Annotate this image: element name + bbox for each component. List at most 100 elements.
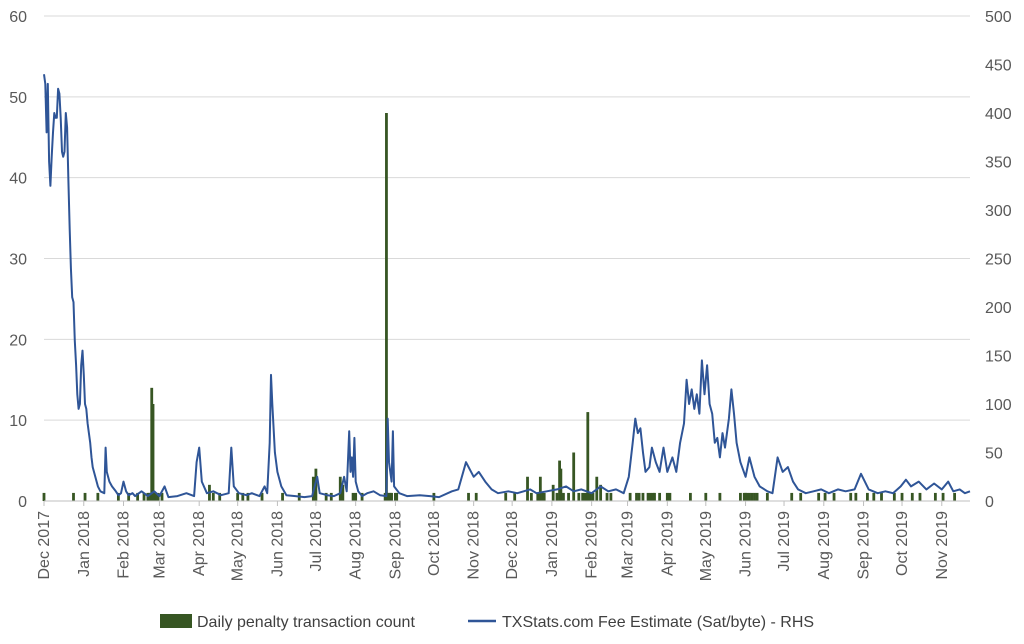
penalty-count-bar [577,492,581,501]
penalty-count-bar [765,492,769,501]
penalty-count-bar [753,492,756,501]
penalty-count-bar [748,492,751,501]
x-axis-tick-label: Feb 2018 [116,511,133,579]
penalty-count-bar [562,492,565,501]
x-axis-tick-label: Nov 2019 [934,511,951,580]
x-axis-tick-label: Mar 2018 [151,511,168,579]
x-axis-tick-label: Dec 2017 [36,511,53,580]
penalty-count-bar [324,492,328,501]
penalty-count-bar [892,492,896,501]
penalty-count-bar [241,492,245,501]
x-axis-tick-label: Sep 2019 [856,511,873,580]
penalty-count-bar [646,492,650,501]
penalty-count-bar [160,492,164,501]
penalty-count-bar [467,492,470,501]
penalty-count-bar [536,492,540,501]
right-axis-tick-label: 50 [985,446,1003,463]
legend-swatch-bars [160,614,192,628]
penalty-count-bar [136,492,140,501]
right-axis-tick-label: 200 [985,300,1012,317]
x-axis-tick-label: Mar 2019 [620,511,637,579]
penalty-count-bar [718,492,722,501]
x-axis-tick-label: May 2019 [698,511,715,581]
penalty-count-bar [637,492,641,501]
penalty-count-bar [385,113,388,501]
x-axis-tick-label: Feb 2019 [584,511,601,579]
penalty-count-bar [745,492,749,501]
left-axis-tick-label: 10 [9,413,27,430]
penalty-count-bar [918,492,922,501]
x-axis-tick-label: Nov 2018 [466,511,483,580]
axes: 0 10 20 30 40 50 60 0 50 100 150 200 250 300 350 400 450… [9,9,1012,581]
x-axis-tick-label: May 2018 [230,511,247,581]
x-axis-tick-label: Jul 2019 [776,511,793,572]
penalty-count-bar [658,492,662,501]
x-axis-tick-label: Jan 2018 [76,511,93,577]
penalty-count-bar [555,492,559,501]
penalty-count-bar [900,492,904,501]
penalty-count-bar [586,412,590,501]
penalty-count-bar [504,492,508,501]
penalty-count-bar [513,492,517,501]
right-axis-tick-label: 350 [985,155,1012,172]
penalty-count-bar [628,492,632,501]
x-axis-tick-label: Dec 2018 [504,511,521,580]
penalty-count-bar [329,492,333,501]
penalty-count-bar [953,492,957,501]
penalty-count-bar [211,492,215,501]
penalty-count-bar [599,484,603,501]
penalty-count-bar [83,492,87,501]
penalty-count-bar [474,492,478,501]
penalty-count-bar [142,492,146,501]
penalty-count-bar [591,492,595,501]
penalty-count-bar [605,492,609,501]
penalty-count-bar [526,476,529,501]
line-series [43,74,971,499]
x-axis-tick-label: Jan 2019 [544,511,561,577]
fee-estimate-line [43,74,971,499]
legend-label-line: TXStats.com Fee Estimate (Sat/byte) - RH… [502,614,814,631]
penalty-count-bar [581,492,585,501]
penalty-count-bar [823,492,827,501]
x-axis-tick-label: Sep 2018 [387,511,404,580]
legend: Daily penalty transaction count TXStats.… [160,614,814,631]
x-axis-tick-label: Apr 2018 [191,511,208,576]
penalty-count-bar [849,492,853,501]
penalty-count-bar [854,492,858,501]
penalty-count-bar [817,492,821,501]
x-axis-tick-label: Jun 2018 [269,511,286,577]
right-axis-tick-label: 150 [985,349,1012,366]
penalty-count-bar [395,492,399,501]
legend-label-bars: Daily penalty transaction count [197,614,415,631]
penalty-count-bar [246,492,250,501]
penalty-count-bar [567,492,570,501]
penalty-count-bar [116,492,120,501]
penalty-count-bar [72,492,75,501]
penalty-count-bar [865,492,869,501]
x-axis-tick-label: Jul 2018 [308,511,325,572]
penalty-count-bar [127,492,131,501]
x-axis-tick-label: Oct 2019 [894,511,911,576]
left-axis-tick-label: 0 [18,494,27,511]
penalty-count-bar [218,492,222,501]
penalty-count-bar [538,476,542,501]
penalty-count-bar [96,492,100,501]
penalty-count-bar [559,468,563,501]
right-axis-tick-label: 250 [985,252,1012,269]
penalty-count-bar [832,492,836,501]
penalty-count-bar [588,492,592,501]
penalty-count-bar [665,492,669,501]
x-axis-tick-label: Aug 2018 [348,511,365,580]
penalty-count-bar [668,492,672,501]
left-axis-tick-label: 60 [9,9,27,26]
penalty-count-bar [390,492,393,501]
penalty-count-bar [583,492,587,501]
penalty-count-bar [641,492,645,501]
penalty-count-bar [933,492,937,501]
right-axis-tick-label: 0 [985,494,994,511]
penalty-count-bar [529,492,533,501]
penalty-count-bar [799,492,803,501]
penalty-count-bar [880,492,883,501]
penalty-count-bar [281,492,284,501]
